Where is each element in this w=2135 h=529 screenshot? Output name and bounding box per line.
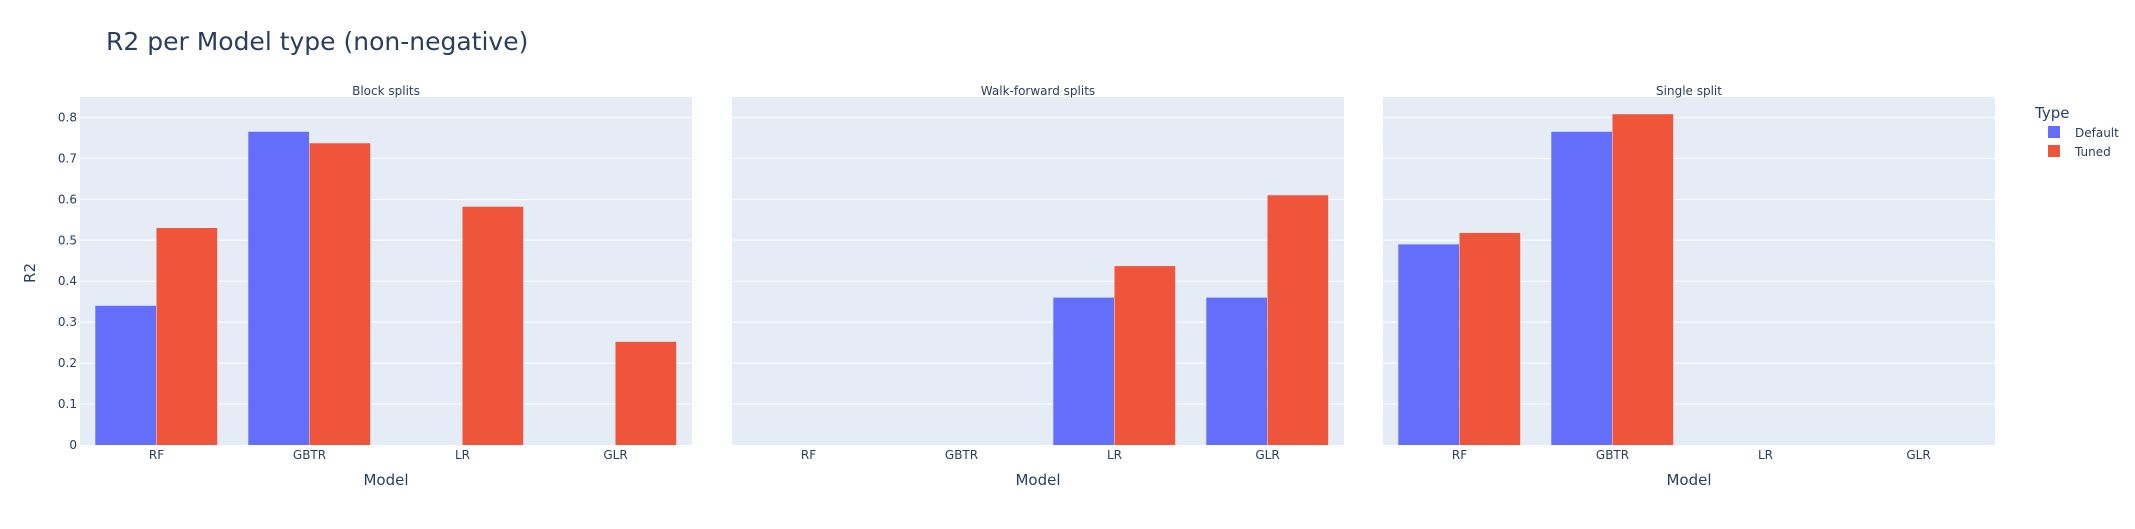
y-tick-label: 0.8 bbox=[58, 110, 77, 124]
y-axis-title: R2 bbox=[21, 263, 39, 283]
legend-title: Type bbox=[2034, 104, 2069, 122]
legend-label-default: Default bbox=[2075, 126, 2119, 140]
y-tick-label: 0.1 bbox=[58, 397, 77, 411]
y-axis: 0 0.1 0.2 0.3 0.4 0.5 0.6 0.7 0.8 bbox=[58, 110, 77, 452]
bar-tuned-gbtr bbox=[1612, 114, 1674, 445]
legend-label-tuned: Tuned bbox=[2074, 145, 2111, 159]
bar-tuned-gbtr bbox=[309, 143, 371, 445]
x-axis-title: Model bbox=[1015, 471, 1060, 489]
x-tick-label: GBTR bbox=[293, 448, 326, 462]
y-tick-label: 0.4 bbox=[58, 274, 77, 288]
bar-tuned-glr bbox=[615, 341, 677, 445]
legend-swatch-default bbox=[2048, 126, 2060, 138]
x-tick-label: LR bbox=[1107, 448, 1122, 462]
bar-default-gbtr bbox=[248, 131, 309, 446]
y-tick-label: 0.2 bbox=[58, 356, 77, 370]
x-tick-label: RF bbox=[1452, 448, 1467, 462]
bar-tuned-rf bbox=[156, 228, 218, 445]
x-tick-label: RF bbox=[801, 448, 816, 462]
panel-0: Block splits RF GBTR LR GLR Model bbox=[80, 84, 692, 489]
y-tick-label: 0.6 bbox=[58, 192, 77, 206]
y-tick-label: 0.5 bbox=[58, 233, 77, 247]
y-tick-label: 0.7 bbox=[58, 151, 77, 165]
bar-default-gbtr bbox=[1551, 131, 1612, 446]
bar-default-rf bbox=[95, 305, 156, 445]
panel-title: Block splits bbox=[352, 84, 420, 98]
x-axis-title: Model bbox=[1666, 471, 1711, 489]
chart-title: R2 per Model type (non-negative) bbox=[106, 27, 528, 56]
x-axis-title: Model bbox=[363, 471, 408, 489]
x-tick-label: RF bbox=[149, 448, 164, 462]
x-tick-label: GBTR bbox=[1596, 448, 1629, 462]
panel-2: Single split RF GBTR LR GLR Model bbox=[1383, 84, 1995, 489]
bar-default-rf bbox=[1398, 244, 1459, 445]
bar-tuned-lr bbox=[462, 206, 524, 445]
y-tick-label: 0.3 bbox=[58, 315, 77, 329]
panel-title: Walk-forward splits bbox=[981, 84, 1095, 98]
x-tick-label: GBTR bbox=[945, 448, 978, 462]
legend: Type Default Tuned bbox=[2034, 104, 2119, 159]
x-tick-label: LR bbox=[1758, 448, 1773, 462]
x-tick-label: LR bbox=[455, 448, 470, 462]
legend-swatch-tuned bbox=[2048, 145, 2060, 157]
bar-tuned-rf bbox=[1459, 232, 1521, 445]
bar-default-glr bbox=[1206, 297, 1267, 445]
y-tick-label: 0 bbox=[69, 438, 77, 452]
panel-title: Single split bbox=[1656, 84, 1722, 98]
panel-1: Walk-forward splits RF GBTR LR GLR Model bbox=[732, 84, 1344, 489]
x-tick-label: GLR bbox=[1255, 448, 1279, 462]
bar-tuned-glr bbox=[1267, 195, 1329, 445]
bar-tuned-lr bbox=[1114, 266, 1176, 445]
x-tick-label: GLR bbox=[1906, 448, 1930, 462]
x-tick-label: GLR bbox=[603, 448, 627, 462]
bar-default-lr bbox=[1053, 297, 1114, 445]
